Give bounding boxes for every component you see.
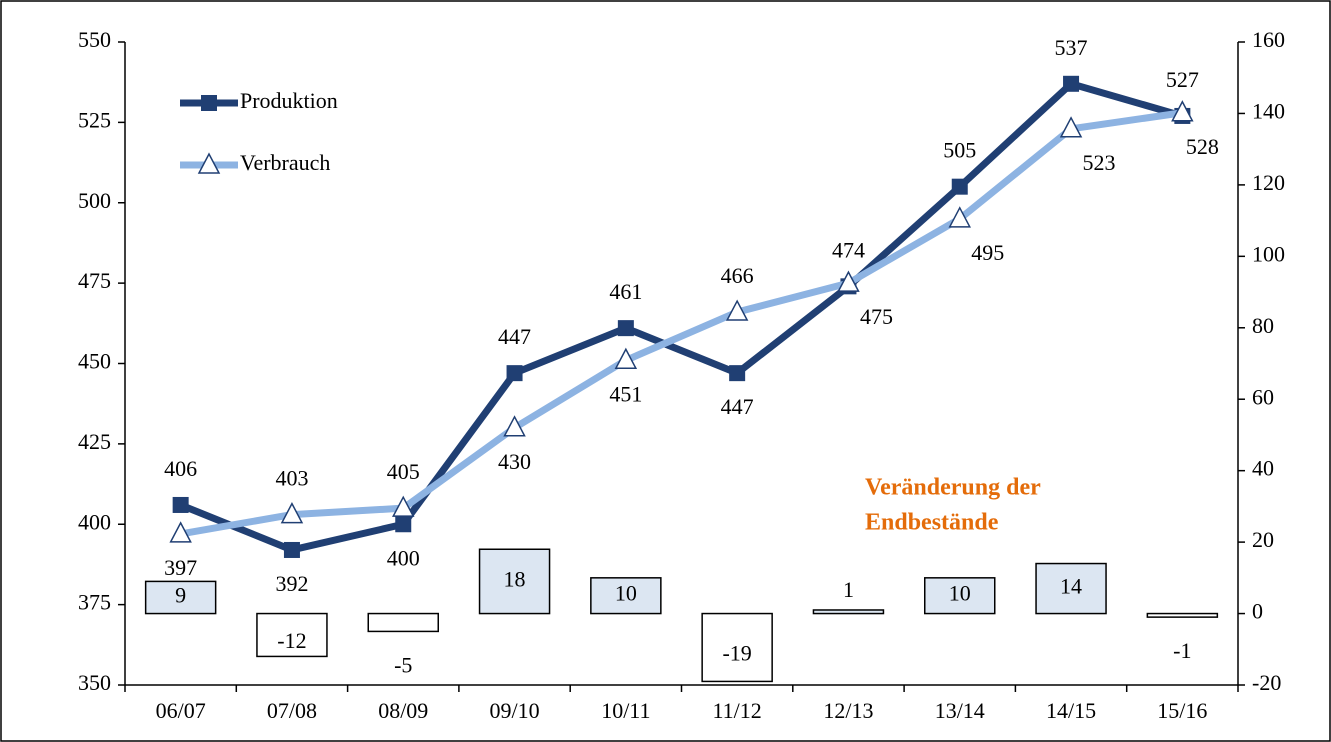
data-label: 505 <box>943 138 976 163</box>
marker <box>506 365 523 382</box>
data-label: 392 <box>275 571 308 596</box>
bar-label: 10 <box>949 581 971 606</box>
bar-label: 18 <box>504 566 526 591</box>
data-label: 474 <box>832 237 865 262</box>
line <box>180 109 1183 538</box>
data-label: 430 <box>498 449 531 474</box>
y2-tick-label: 20 <box>1252 527 1274 552</box>
marker <box>951 178 968 195</box>
marker <box>172 496 189 513</box>
y2-tick-label: 60 <box>1252 384 1274 409</box>
bar-label: -1 <box>1173 638 1191 663</box>
annotation: Endbestände <box>865 510 999 536</box>
y2-tick-label: 80 <box>1252 313 1274 338</box>
data-label: 528 <box>1186 134 1219 159</box>
marker <box>617 320 634 337</box>
y-tick-label: 350 <box>78 670 111 695</box>
y-tick-label: 550 <box>78 27 111 52</box>
y2-tick-label: 100 <box>1252 241 1285 266</box>
bar <box>1035 562 1107 615</box>
data-label: 461 <box>609 279 642 304</box>
bar <box>812 609 885 615</box>
data-label: 527 <box>1166 67 1199 92</box>
x-tick-label: 11/12 <box>713 698 762 723</box>
bar <box>367 612 439 633</box>
bar-label: 10 <box>615 581 637 606</box>
marker <box>395 516 412 533</box>
data-label: 451 <box>609 381 642 406</box>
marker <box>280 501 304 524</box>
data-label: 400 <box>387 545 420 570</box>
data-label: 466 <box>721 263 754 288</box>
y2-tick-label: 0 <box>1252 599 1263 624</box>
data-label: 447 <box>721 394 754 419</box>
bar-label: 9 <box>175 583 186 608</box>
data-label: 403 <box>275 466 308 491</box>
x-tick-label: 07/08 <box>267 698 317 723</box>
bar-label: -5 <box>394 652 412 677</box>
x-tick-label: 09/10 <box>489 698 539 723</box>
data-label: 475 <box>860 304 893 329</box>
data-label: 495 <box>971 240 1004 265</box>
marker <box>1063 75 1080 92</box>
bar-label: 14 <box>1060 574 1082 599</box>
bar <box>924 577 996 615</box>
y2-tick-label: 40 <box>1252 456 1274 481</box>
bar-label: -19 <box>722 641 751 666</box>
data-label: 447 <box>498 324 531 349</box>
marker <box>948 206 971 228</box>
legend-label: Produktion <box>240 88 338 113</box>
x-tick-label: 10/11 <box>601 698 650 723</box>
bar <box>478 548 551 615</box>
bar <box>590 577 662 615</box>
y-tick-label: 450 <box>78 349 111 374</box>
legend-marker <box>197 152 221 174</box>
data-label: 406 <box>164 456 197 481</box>
y2-tick-label: 160 <box>1252 27 1285 52</box>
bar <box>701 612 773 683</box>
marker <box>614 347 638 370</box>
y-tick-label: 375 <box>78 590 111 615</box>
x-tick-label: 12/13 <box>823 698 873 723</box>
y-tick-label: 400 <box>78 509 111 534</box>
y-tick-label: 475 <box>78 268 111 293</box>
marker <box>725 299 749 321</box>
marker <box>169 521 192 543</box>
y-tick-label: 525 <box>78 107 111 132</box>
x-tick-label: 13/14 <box>935 698 985 723</box>
y2-tick-label: 140 <box>1252 98 1285 123</box>
x-tick-label: 08/09 <box>378 698 428 723</box>
marker <box>283 541 300 558</box>
data-label: 523 <box>1083 150 1116 175</box>
x-tick-label: 15/16 <box>1157 698 1207 723</box>
marker <box>837 270 860 292</box>
marker <box>1171 100 1194 122</box>
marker <box>503 415 526 437</box>
y-tick-label: 500 <box>78 188 111 213</box>
x-tick-label: 06/07 <box>156 698 206 723</box>
y-tick-label: 425 <box>78 429 111 454</box>
data-label: 397 <box>164 555 197 580</box>
bar <box>144 580 217 615</box>
annotation: Veränderung der <box>865 475 1041 501</box>
legend-marker <box>201 95 217 111</box>
marker <box>729 365 746 382</box>
line <box>179 80 1184 554</box>
bar <box>1146 612 1219 618</box>
y2-tick-label: 120 <box>1252 170 1285 195</box>
marker <box>1059 116 1083 138</box>
data-label: 405 <box>387 459 420 484</box>
bar-label: 1 <box>843 577 854 602</box>
bar <box>256 612 328 658</box>
y2-tick-label: -20 <box>1252 670 1281 695</box>
bar-label: -12 <box>277 628 306 653</box>
x-tick-label: 14/15 <box>1046 698 1096 723</box>
data-label: 537 <box>1055 35 1088 60</box>
legend-label: Verbrauch <box>240 150 330 175</box>
marker <box>392 495 415 517</box>
